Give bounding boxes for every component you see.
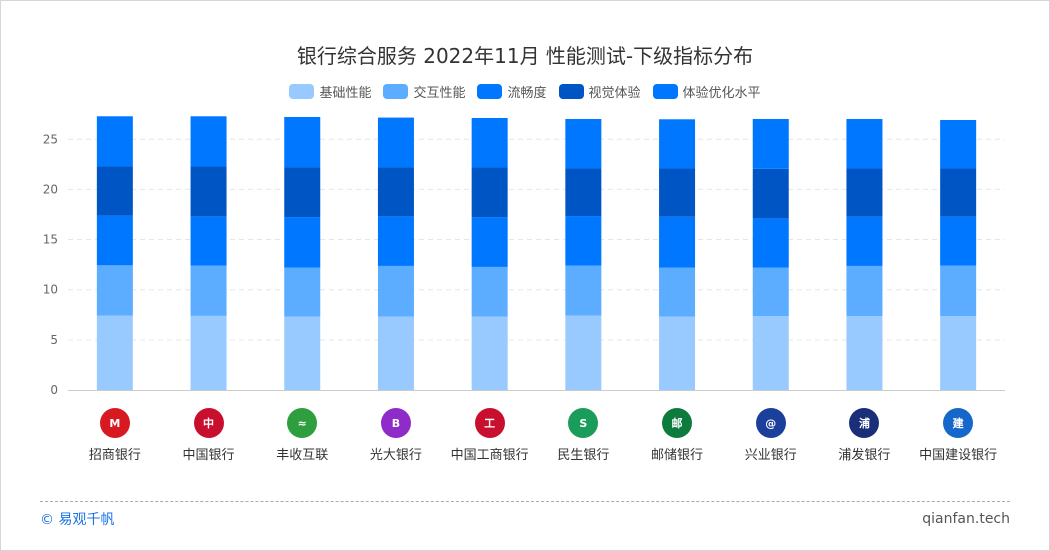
bank-logo-icon: S <box>568 408 599 438</box>
bank-logo-icon: 建 <box>943 408 974 438</box>
bar-segment[interactable] <box>96 265 133 316</box>
bar-segment[interactable] <box>190 166 227 217</box>
bar-segment[interactable] <box>659 168 696 217</box>
y-tick-label: 5 <box>50 333 58 347</box>
bar-segment[interactable] <box>846 316 883 390</box>
bar-segment[interactable] <box>752 267 789 317</box>
y-tick-label: 15 <box>43 233 58 247</box>
bar-segment[interactable] <box>846 118 883 169</box>
bar-segment[interactable] <box>377 316 414 390</box>
bar-segment[interactable] <box>471 266 508 317</box>
x-tick-label: 邮储银行 <box>651 448 704 463</box>
bar-segment[interactable] <box>752 168 789 219</box>
bar-segment[interactable] <box>190 265 227 316</box>
bar-segment[interactable] <box>377 117 414 168</box>
legend-item[interactable]: 基础性能 <box>289 82 371 101</box>
bar-segment[interactable] <box>752 118 789 169</box>
bank-logo-icon: 中 <box>193 408 224 438</box>
bar-segment[interactable] <box>940 119 977 169</box>
bar-segment[interactable] <box>940 216 977 266</box>
site-link[interactable]: qianfan.tech <box>922 511 1010 527</box>
bar-segment[interactable] <box>284 267 321 317</box>
x-tick-label: 兴业银行 <box>744 448 797 463</box>
bank-logo-icon: ≈ <box>287 408 318 438</box>
bar-segment[interactable] <box>846 216 883 266</box>
bar-segment[interactable] <box>471 316 508 390</box>
bar-segment[interactable] <box>471 217 508 267</box>
bank-logo-icon: 邮 <box>662 408 693 438</box>
x-tick-label: 丰收互联 <box>276 448 329 463</box>
bar-segment[interactable] <box>96 315 133 390</box>
legend-label: 流畅度 <box>507 86 547 101</box>
legend-label: 交互性能 <box>413 86 466 101</box>
bank-logo-icon: B <box>380 408 411 438</box>
bar-segment[interactable] <box>940 316 977 390</box>
legend: 基础性能 交互性能 流畅度 视觉体验 体验优化水平 <box>0 82 1050 101</box>
y-tick-label: 25 <box>43 132 58 146</box>
bar-segment[interactable] <box>377 167 414 217</box>
bar-segment[interactable] <box>96 215 133 266</box>
legend-label: 体验优化水平 <box>682 86 761 101</box>
bar-segment[interactable] <box>190 315 227 390</box>
bank-logo-icon: 工 <box>474 408 505 438</box>
legend-swatch <box>477 84 503 99</box>
bar-segment[interactable] <box>377 265 414 317</box>
bar-segment[interactable] <box>284 167 321 218</box>
bank-logo-icon: M <box>99 408 130 438</box>
bar-segment[interactable] <box>284 116 321 168</box>
bar-segment[interactable] <box>96 166 133 216</box>
bar-segment[interactable] <box>752 218 789 268</box>
bar-segment[interactable] <box>565 216 602 266</box>
bar-segment[interactable] <box>284 316 321 390</box>
legend-item[interactable]: 流畅度 <box>477 82 547 101</box>
bank-logo-icon: @ <box>755 408 786 438</box>
y-tick-label: 0 <box>50 383 58 397</box>
x-tick-label: 招商银行 <box>88 448 141 463</box>
legend-swatch <box>652 84 678 99</box>
bar-segment[interactable] <box>659 316 696 390</box>
bar-segment[interactable] <box>284 217 321 268</box>
chart-title: 银行综合服务 2022年11月 性能测试-下级指标分布 <box>296 44 754 68</box>
bar-segment[interactable] <box>565 265 602 316</box>
bank-logo-icon: 浦 <box>849 408 880 438</box>
bar-segment[interactable] <box>565 168 602 217</box>
legend-item[interactable]: 交互性能 <box>383 82 465 101</box>
bar-segment[interactable] <box>565 315 602 390</box>
x-tick-label: 中国建设银行 <box>919 448 998 463</box>
y-tick-label: 20 <box>43 182 58 196</box>
bar-segment[interactable] <box>940 265 977 317</box>
x-tick-label: 浦发银行 <box>838 448 891 463</box>
bar-segment[interactable] <box>377 216 414 266</box>
bar-segment[interactable] <box>659 216 696 268</box>
copyright-text: © 易观千帆 <box>40 512 115 528</box>
bar-segment[interactable] <box>471 167 508 218</box>
bar-segment[interactable] <box>659 267 696 317</box>
legend-item[interactable]: 体验优化水平 <box>652 82 761 101</box>
bar-segment[interactable] <box>96 116 133 167</box>
bar-segment[interactable] <box>846 265 883 317</box>
bar-segment[interactable] <box>565 118 602 169</box>
legend-item[interactable]: 视觉体验 <box>558 82 641 101</box>
y-tick-label: 10 <box>43 283 58 297</box>
bar-segment[interactable] <box>752 316 789 390</box>
legend-swatch <box>558 84 584 99</box>
bar-segment[interactable] <box>190 116 227 167</box>
legend-label: 视觉体验 <box>588 86 641 101</box>
bar-segment[interactable] <box>940 168 977 217</box>
x-tick-label: 中国银行 <box>182 448 235 463</box>
bar-segment[interactable] <box>846 168 883 217</box>
bar-segment[interactable] <box>190 216 227 266</box>
x-tick-label: 民生银行 <box>557 448 610 463</box>
x-tick-label: 中国工商银行 <box>450 448 529 463</box>
bar-segment[interactable] <box>471 117 508 168</box>
footer-divider <box>40 501 1010 502</box>
legend-swatch <box>383 84 409 99</box>
x-tick-label: 光大银行 <box>369 448 422 463</box>
legend-swatch <box>289 84 315 99</box>
legend-label: 基础性能 <box>319 86 372 101</box>
bar-segment[interactable] <box>659 119 696 169</box>
